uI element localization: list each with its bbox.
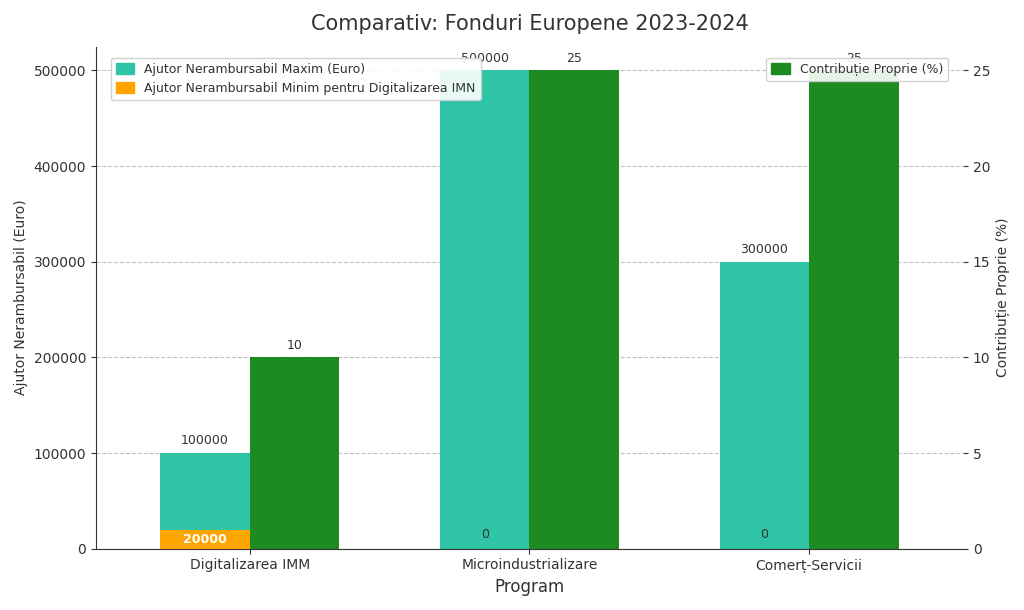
Text: 20000: 20000 <box>183 533 226 545</box>
Y-axis label: Contribuție Proprie (%): Contribuție Proprie (%) <box>996 218 1010 378</box>
Text: 25: 25 <box>846 52 862 65</box>
Bar <box>160 453 250 548</box>
Bar <box>809 71 899 548</box>
X-axis label: Program: Program <box>495 578 564 596</box>
Bar <box>160 529 250 548</box>
Legend: Contribuție Proprie (%): Contribuție Proprie (%) <box>766 58 948 81</box>
Bar <box>529 71 618 548</box>
Text: 100000: 100000 <box>181 434 228 447</box>
Text: 25: 25 <box>566 52 582 65</box>
Bar <box>250 357 339 548</box>
Bar <box>440 71 529 548</box>
Text: 500000: 500000 <box>461 52 509 65</box>
Bar <box>720 262 809 548</box>
Text: 10: 10 <box>287 339 302 351</box>
Title: Comparativ: Fonduri Europene 2023-2024: Comparativ: Fonduri Europene 2023-2024 <box>310 14 749 34</box>
Text: 0: 0 <box>761 528 768 541</box>
Y-axis label: Ajutor Nerambursabil (Euro): Ajutor Nerambursabil (Euro) <box>14 200 28 395</box>
Text: 300000: 300000 <box>740 243 788 256</box>
Text: 0: 0 <box>480 528 488 541</box>
